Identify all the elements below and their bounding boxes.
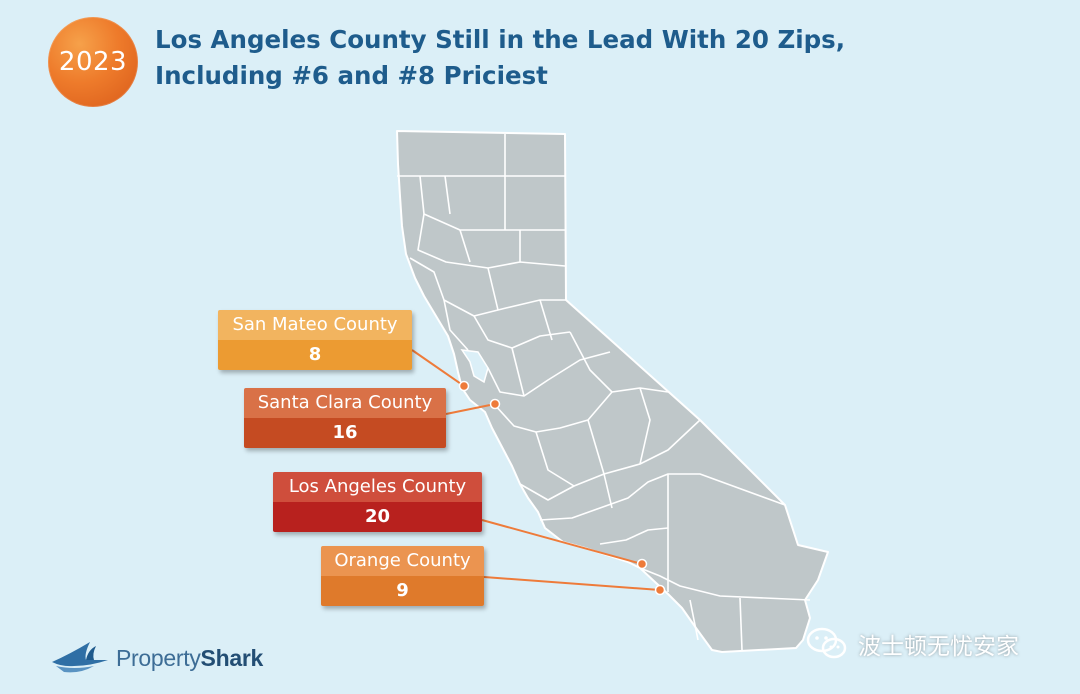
wechat-icon — [806, 627, 847, 659]
watermark-text: 波士顿无忧安家 — [858, 634, 1019, 660]
year-text: 2023 — [58, 47, 128, 77]
county-label-los-angeles: Los Angeles County 20 — [273, 472, 482, 532]
county-label-san-mateo: San Mateo County 8 — [218, 310, 412, 370]
county-name: San Mateo County — [218, 310, 412, 340]
leader-line-san-mateo — [411, 349, 465, 387]
logo-wordmark: PropertyShark — [116, 645, 263, 672]
county-count: 8 — [218, 340, 412, 370]
leader-line-orange — [483, 576, 661, 591]
county-count: 20 — [273, 502, 482, 532]
leader-line-santa-clara — [445, 403, 496, 415]
marker-los-angeles — [636, 558, 648, 570]
title-line-2: Including #6 and #8 Priciest — [155, 61, 548, 90]
page-title: Los Angeles County Still in the Lead Wit… — [155, 22, 955, 94]
county-name: Santa Clara County — [244, 388, 446, 418]
bay-area-water — [460, 349, 489, 384]
county-label-orange: Orange County 9 — [321, 546, 484, 606]
logo-text-bold: Shark — [200, 644, 264, 671]
marker-san-mateo — [458, 380, 470, 392]
county-count: 9 — [321, 576, 484, 606]
county-name: Los Angeles County — [273, 472, 482, 502]
county-boundaries — [397, 134, 811, 651]
leader-line-los-angeles — [481, 519, 643, 565]
county-markers — [458, 380, 666, 596]
county-count: 16 — [244, 418, 446, 448]
marker-santa-clara — [489, 398, 501, 410]
logo-text-light: Property — [116, 644, 201, 671]
county-label-santa-clara: Santa Clara County 16 — [244, 388, 446, 448]
county-name: Orange County — [321, 546, 484, 576]
marker-orange — [654, 584, 666, 596]
propertyshark-logo: PropertyShark — [50, 636, 263, 680]
shark-fin-icon — [52, 642, 108, 673]
title-line-1: Los Angeles County Still in the Lead Wit… — [155, 25, 846, 54]
wechat-watermark: 波士顿无忧安家 — [806, 624, 1019, 664]
leader-lines — [411, 349, 661, 591]
year-badge: 2023 — [48, 17, 138, 107]
